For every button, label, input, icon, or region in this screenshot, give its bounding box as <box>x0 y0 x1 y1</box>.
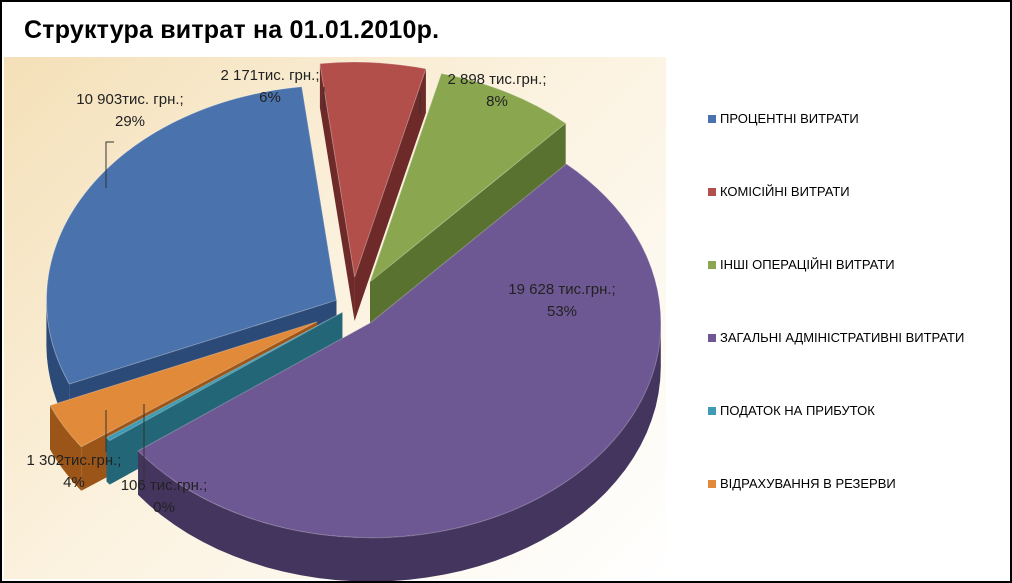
legend-item: ПОДАТОК НА ПРИБУТОК <box>708 403 875 418</box>
pie-slice-4 <box>105 311 343 442</box>
legend-item: КОМІСІЙНІ ВИТРАТИ <box>708 184 850 199</box>
leader-line <box>105 141 114 188</box>
legend-item: ЗАГАЛЬНІ АДМІНІСТРАТИВНІ ВИТРАТИ <box>708 330 964 345</box>
slice-value-label: 19 628 тис.грн.; <box>508 281 615 298</box>
pie-slice-side <box>138 322 661 581</box>
slice-value-label: 10 903тис. грн.; <box>76 91 183 108</box>
pie-slice-side <box>50 405 82 491</box>
slice-percent-label: 53% <box>547 303 577 320</box>
legend-swatch <box>708 479 716 488</box>
legend-label: ПОДАТОК НА ПРИБУТОК <box>720 403 875 418</box>
legend-item: ІНШІ ОПЕРАЦІЙНІ ВИТРАТИ <box>708 257 895 272</box>
legend-label: ВІДРАХУВАННЯ В РЕЗЕРВИ <box>720 476 896 491</box>
slice-percent-label: 4% <box>63 474 85 491</box>
legend-swatch <box>708 114 716 123</box>
pie-slice-face <box>370 123 566 326</box>
slice-value-label: 1 302тис.грн.; <box>27 452 122 469</box>
legend-swatch <box>708 333 716 342</box>
legend-swatch <box>708 406 716 415</box>
pie-slice-3 <box>137 163 662 539</box>
pie-slice-0 <box>46 86 337 385</box>
legend-label: КОМІСІЙНІ ВИТРАТИ <box>720 184 850 199</box>
slice-percent-label: 29% <box>115 113 145 130</box>
legend-label: ІНШІ ОПЕРАЦІЙНІ ВИТРАТИ <box>720 257 895 272</box>
legend-label: ЗАГАЛЬНІ АДМІНІСТРАТИВНІ ВИТРАТИ <box>720 330 965 345</box>
legend-item: ПРОЦЕНТНІ ВИТРАТИ <box>708 111 859 126</box>
pie-slice-face <box>354 68 426 322</box>
pie-slice-side <box>106 437 110 485</box>
pie-slice-side <box>46 300 70 428</box>
slice-percent-label: 6% <box>259 89 281 106</box>
pie-slice-5 <box>49 321 318 448</box>
slice-value-label: 106 тис.грн.; <box>121 477 208 494</box>
legend-label: ПРОЦЕНТНІ ВИТРАТИ <box>720 111 859 126</box>
legend-item: ВІДРАХУВАННЯ В РЕЗЕРВИ <box>708 476 896 491</box>
slice-percent-label: 0% <box>153 499 175 516</box>
pie-slice-face <box>319 63 355 322</box>
pie-slice-2 <box>368 72 567 284</box>
slice-value-label: 2 898 тис.грн.; <box>447 71 546 88</box>
legend-swatch <box>708 260 716 269</box>
chart-title: Структура витрат на 01.01.2010р. <box>24 16 440 44</box>
pie-slice-1 <box>319 61 427 278</box>
slice-value-label: 2 171тис. грн.; <box>220 67 319 84</box>
slice-percent-label: 8% <box>486 93 508 110</box>
legend-swatch <box>708 187 716 196</box>
